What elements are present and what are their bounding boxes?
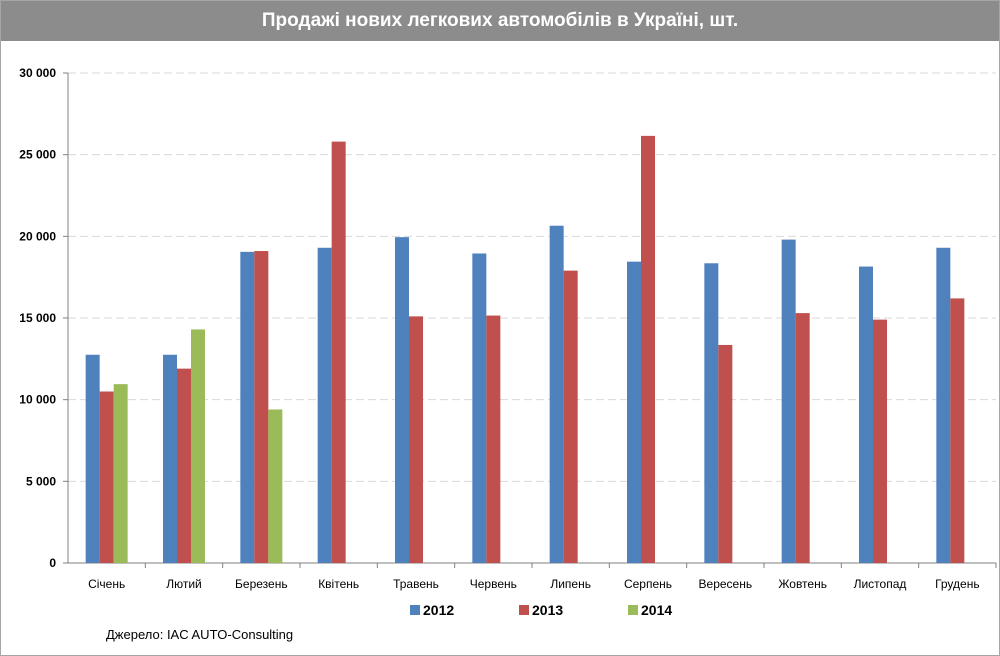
x-category-label: Жовтень — [778, 577, 827, 591]
legend-swatch-2013 — [519, 605, 529, 615]
bar-2014 — [191, 329, 205, 563]
bar-2012 — [704, 263, 719, 563]
bar-2014 — [268, 409, 283, 563]
y-tick-label: 25 000 — [19, 148, 56, 162]
bar-2013 — [331, 141, 346, 563]
x-category-label: Серпень — [624, 577, 672, 591]
y-tick-label: 20 000 — [19, 229, 56, 243]
y-tick-label: 15 000 — [19, 311, 56, 325]
bar-2012 — [781, 239, 796, 563]
bar-2013 — [99, 391, 114, 563]
bar-2013 — [563, 270, 578, 563]
bar-2013 — [486, 315, 501, 563]
legend-label-2014: 2014 — [641, 602, 672, 618]
chart-title: Продажі нових легкових автомобілів в Укр… — [1, 1, 999, 41]
bar-2012 — [936, 247, 951, 563]
bar-2012 — [163, 354, 177, 563]
y-tick-label: 5 000 — [26, 474, 56, 488]
legend-label-2012: 2012 — [423, 602, 454, 618]
y-tick-label: 10 000 — [19, 393, 56, 407]
bar-2012 — [627, 261, 641, 563]
bar-2012 — [549, 225, 564, 563]
bar-2013 — [873, 319, 887, 563]
x-category-label: Квітень — [318, 577, 359, 591]
x-category-label: Липень — [550, 577, 591, 591]
bar-2013 — [254, 251, 269, 564]
bar-2013 — [950, 298, 965, 563]
bar-2013 — [641, 135, 655, 563]
x-category-label: Вересень — [699, 577, 753, 591]
bar-2013 — [795, 313, 810, 563]
bar-2013 — [409, 316, 423, 563]
x-category-label: Грудень — [935, 577, 980, 591]
y-tick-label: 30 000 — [19, 66, 56, 80]
x-category-label: Листопад — [854, 577, 907, 591]
y-tick-label: 0 — [49, 556, 56, 570]
bar-2012 — [859, 266, 873, 563]
bar-2012 — [240, 251, 255, 563]
x-category-label: Січень — [88, 577, 125, 591]
legend-label-2013: 2013 — [532, 602, 563, 618]
bar-2014 — [113, 384, 128, 563]
bar-2012 — [85, 354, 100, 563]
bar-2012 — [317, 247, 332, 563]
bar-2012 — [395, 237, 409, 563]
legend-swatch-2012 — [410, 605, 420, 615]
legend-swatch-2014 — [628, 605, 638, 615]
bar-2012 — [472, 253, 487, 563]
source-note: Джерело: IAC AUTO-Consulting — [106, 627, 294, 642]
x-category-label: Травень — [393, 577, 439, 591]
x-category-label: Лютий — [166, 577, 202, 591]
bar-2013 — [718, 344, 733, 563]
x-category-label: Червень — [470, 577, 517, 591]
x-category-label: Березень — [235, 577, 288, 591]
bar-2013 — [177, 368, 191, 563]
